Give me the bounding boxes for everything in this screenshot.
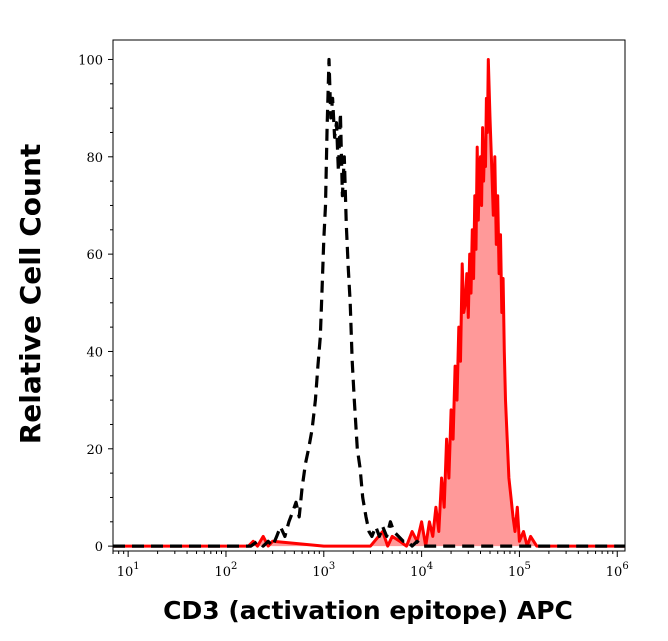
y-tick-label-5: 100 xyxy=(78,53,103,68)
x-tick-label-5: 106 xyxy=(606,561,629,580)
x-tick-label-0: 101 xyxy=(117,561,140,580)
y-axis-title: Relative Cell Count xyxy=(14,144,47,445)
series-0-line xyxy=(113,57,625,548)
y-tick-label-2: 40 xyxy=(86,345,103,360)
x-tick-label-3: 104 xyxy=(410,561,433,580)
x-axis-title: CD3 (activation epitope) APC xyxy=(163,596,573,625)
y-tick-label-4: 80 xyxy=(86,151,103,166)
y-tick-label-3: 60 xyxy=(86,248,103,263)
axis-layer: 0 20 40 60 80 100 101 102 103 104 105 106 xyxy=(78,53,629,580)
y-tick-label-0: 0 xyxy=(95,540,103,555)
x-tick-label-2: 103 xyxy=(312,561,335,580)
y-tick-label-1: 20 xyxy=(86,443,103,458)
series-layer xyxy=(113,57,625,548)
series-1-area xyxy=(113,59,625,547)
plot-frame xyxy=(112,39,626,552)
x-tick-label-1: 102 xyxy=(215,561,238,580)
x-tick-label-4: 105 xyxy=(508,561,531,580)
series-1-line xyxy=(113,58,625,548)
